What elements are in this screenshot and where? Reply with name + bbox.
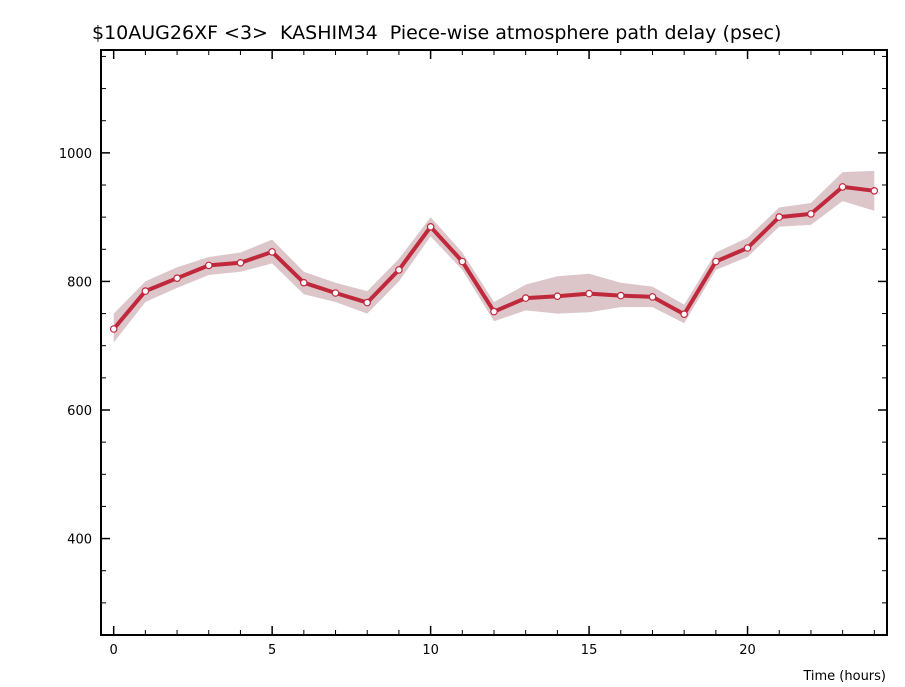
y-tick-label: 600 [67,404,92,419]
data-point [268,248,276,256]
data-point [838,183,847,191]
x-tick-label: 10 [422,643,439,658]
axis-ticks-layer: 0 5 10 15 20 400 600 800 1000 [59,50,887,658]
data-point [236,258,245,267]
x-tick-label: 5 [268,643,276,658]
data-point [775,213,784,221]
data-point-layer [109,183,879,333]
data-point [363,298,372,307]
data-point [299,278,308,287]
data-point [205,261,213,270]
data-point [109,325,118,333]
data-point [141,287,150,295]
data-point [173,274,181,283]
x-tick-label: 20 [739,643,756,658]
data-point [553,292,562,301]
data-point [426,223,435,231]
x-axis-label: Time (hours) [802,669,886,684]
data-point [680,310,689,319]
x-tick-label: 0 [110,643,118,658]
data-point [807,210,815,218]
data-point [712,257,720,266]
y-tick-label: 800 [67,275,92,290]
data-point [395,266,403,274]
data-point [870,187,879,195]
x-tick-label: 15 [581,643,598,658]
data-point [521,294,530,302]
y-tick-label: 1000 [59,147,92,162]
data-point [490,307,498,316]
data-point [616,291,625,300]
data-point [648,293,657,301]
data-point [458,257,467,266]
y-tick-label: 400 [67,533,92,548]
data-point [585,289,593,298]
uncertainty-band [113,170,875,343]
uncertainty-band-layer [113,170,875,343]
data-point [743,244,752,252]
plot-frame [100,49,888,636]
chart-title: $10AUG26XF <3> KASHIM34 Piece-wise atmos… [92,22,781,44]
data-point [331,289,340,297]
